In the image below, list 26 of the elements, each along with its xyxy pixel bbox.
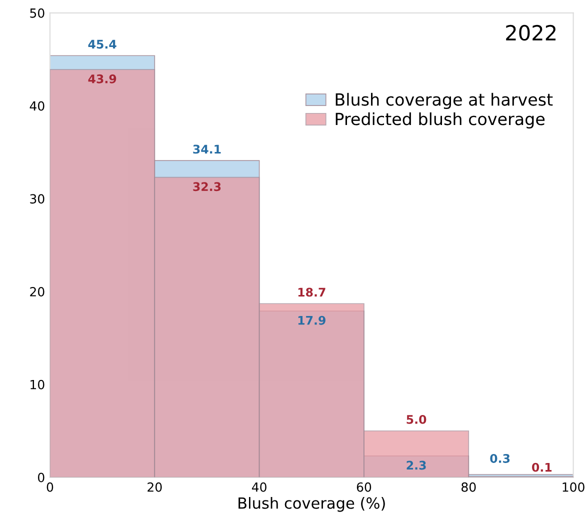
data-label: 5.0 xyxy=(406,415,426,424)
chart-title: 2022 xyxy=(506,24,556,41)
y-tick-label: 0 xyxy=(38,472,44,482)
data-label: 0.1 xyxy=(532,462,552,472)
y-tick-label: 10 xyxy=(30,380,44,390)
data-label: 2.3 xyxy=(406,460,426,470)
data-label: 17.9 xyxy=(298,316,326,325)
legend-label: Predicted blush coverage xyxy=(336,112,545,129)
data-label: 43.9 xyxy=(88,74,116,84)
x-tick-label: 40 xyxy=(252,482,266,492)
y-tick-label: 30 xyxy=(30,194,44,204)
data-label: 32.3 xyxy=(193,182,221,192)
data-label: 0.3 xyxy=(490,454,510,463)
data-label: 45.4 xyxy=(88,40,116,49)
data-label: 18.7 xyxy=(298,288,326,297)
x-axis-title: Blush coverage (%) xyxy=(238,497,385,512)
y-tick-label: 40 xyxy=(30,101,44,111)
x-tick-label: 80 xyxy=(462,482,476,492)
data-label: 34.1 xyxy=(193,144,221,154)
x-tick-label: 0 xyxy=(46,482,54,492)
y-tick-label: 20 xyxy=(30,287,44,296)
legend-label: Blush coverage at harvest xyxy=(336,92,553,110)
x-tick-label: 100 xyxy=(562,482,584,492)
x-tick-label: 60 xyxy=(356,482,372,492)
y-tick-label: 50 xyxy=(30,8,44,18)
x-tick-label: 20 xyxy=(148,482,162,492)
